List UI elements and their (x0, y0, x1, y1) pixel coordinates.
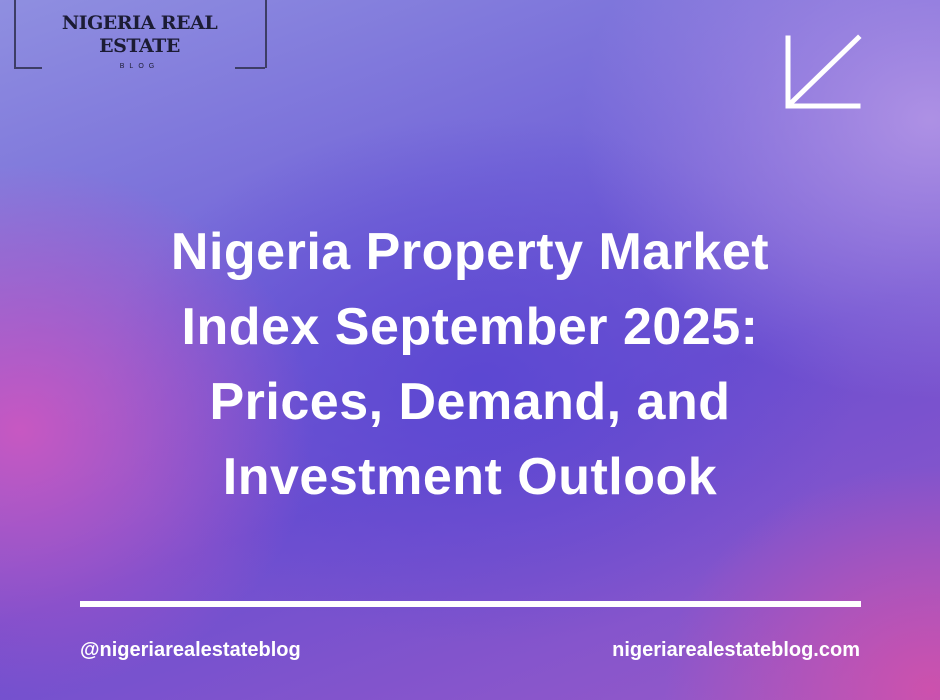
title-line: Nigeria Property Market (170, 223, 770, 281)
logo-frame-corner (235, 67, 265, 69)
arrow-down-left-icon (785, 34, 862, 109)
logo-frame (14, 0, 267, 68)
divider (80, 601, 861, 607)
website-link: nigeriarealestateblog.com (612, 639, 860, 661)
social-handle: @nigeriarealestateblog (80, 639, 301, 661)
logo-line-2: ESTATE (99, 35, 180, 57)
page-title: Nigeria Property Market Index September … (40, 215, 900, 515)
title-line: Index September 2025: (181, 298, 759, 356)
logo-subtitle: BLOG (119, 63, 160, 70)
logo-line-1: NIGERIA REAL (61, 12, 218, 34)
logo-text: NIGERIA REAL ESTATE (14, 12, 265, 58)
title-line: Investment Outlook (222, 448, 718, 506)
title-line: Prices, Demand, and (209, 373, 731, 431)
logo-frame-corner (14, 67, 42, 69)
